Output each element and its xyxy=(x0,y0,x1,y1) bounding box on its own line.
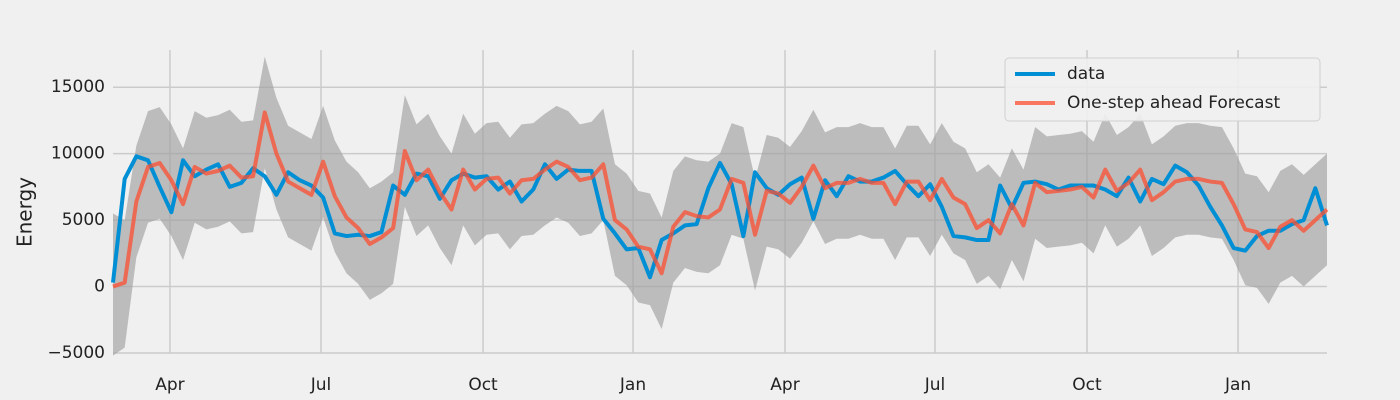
legend-box xyxy=(1004,57,1321,122)
legend-label: data xyxy=(1067,64,1105,84)
y-tick-label: −5000 xyxy=(47,343,105,363)
x-tick-label: Oct xyxy=(468,375,498,395)
x-tick-label: Oct xyxy=(1072,375,1102,395)
y-tick-label: 5000 xyxy=(62,210,105,230)
series-line xyxy=(112,110,1329,289)
y-tick-label: 10000 xyxy=(51,144,105,164)
y-tick-label: 15000 xyxy=(51,77,105,97)
x-tick-label: Jan xyxy=(619,375,646,395)
legend: data One-step ahead Forecast xyxy=(1004,57,1321,122)
x-tick-label: Jul xyxy=(924,375,946,395)
x-tick-label: Jul xyxy=(310,375,332,395)
x-tick-label: Apr xyxy=(770,375,799,395)
y-tick-label: 0 xyxy=(94,277,105,297)
y-axis-label: Energy xyxy=(13,177,37,247)
x-tick-label: Jan xyxy=(1224,375,1251,395)
legend-label: One-step ahead Forecast xyxy=(1067,93,1280,113)
x-tick-label: Apr xyxy=(155,375,184,395)
